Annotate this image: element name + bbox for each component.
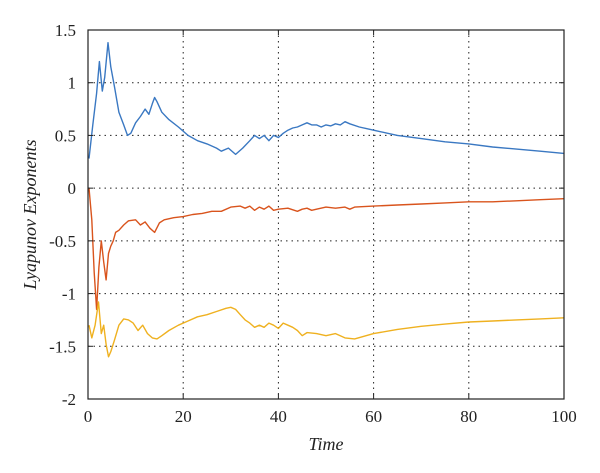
y-tick-label: 0 [68, 179, 77, 198]
y-tick-label: 0.5 [55, 126, 76, 145]
y-tick-label: -0.5 [49, 232, 76, 251]
x-tick-label: 60 [365, 407, 382, 426]
x-tick-label: 80 [460, 407, 477, 426]
series-layer [88, 42, 565, 358]
grid [88, 30, 564, 399]
y-tick-label: 1.5 [55, 21, 76, 40]
x-tick-label: 40 [270, 407, 287, 426]
y-axis-label: Lyapunov Exponents [20, 140, 40, 291]
series-line-1 [88, 42, 565, 159]
y-tick-label: 1 [68, 74, 77, 93]
x-axis-label: Time [308, 434, 343, 454]
x-tick-label: 100 [551, 407, 577, 426]
y-tick-label: -1 [62, 285, 76, 304]
x-tick-label: 0 [84, 407, 93, 426]
series-line-2 [88, 188, 565, 311]
ticks: 0 20 40 60 80 100 -2 -1.5 -1 -0.5 0 0.5 1 1.5 [49, 21, 577, 426]
y-tick-label: -2 [62, 390, 76, 409]
series-line-3 [88, 301, 565, 358]
x-tick-label: 20 [175, 407, 192, 426]
plot-frame [87, 29, 565, 400]
y-tick-label: -1.5 [49, 337, 76, 356]
